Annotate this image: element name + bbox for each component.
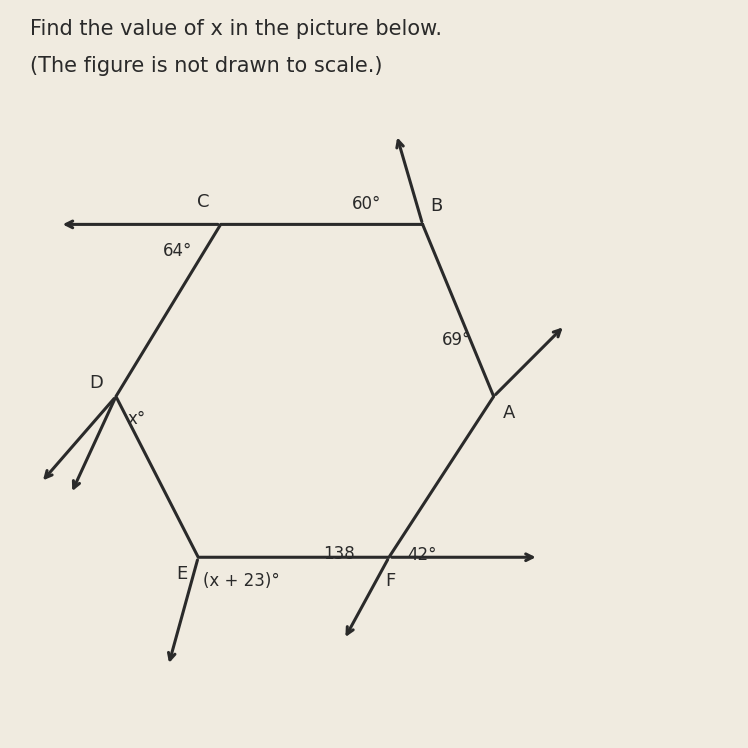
Text: D: D [89,374,103,392]
Text: B: B [430,197,442,215]
Text: (The figure is not drawn to scale.): (The figure is not drawn to scale.) [30,56,382,76]
Text: 42°: 42° [408,546,437,564]
Text: F: F [385,572,396,590]
Text: 60°: 60° [352,195,381,213]
Text: Find the value of x in the picture below.: Find the value of x in the picture below… [30,19,442,39]
Text: (x + 23)°: (x + 23)° [203,572,280,590]
Text: 69°: 69° [442,331,471,349]
Text: E: E [176,565,187,583]
Text: A: A [503,404,515,422]
Text: C: C [197,193,209,211]
Text: 138: 138 [323,545,355,562]
Text: 64°: 64° [163,242,192,260]
Text: x°: x° [127,410,145,428]
